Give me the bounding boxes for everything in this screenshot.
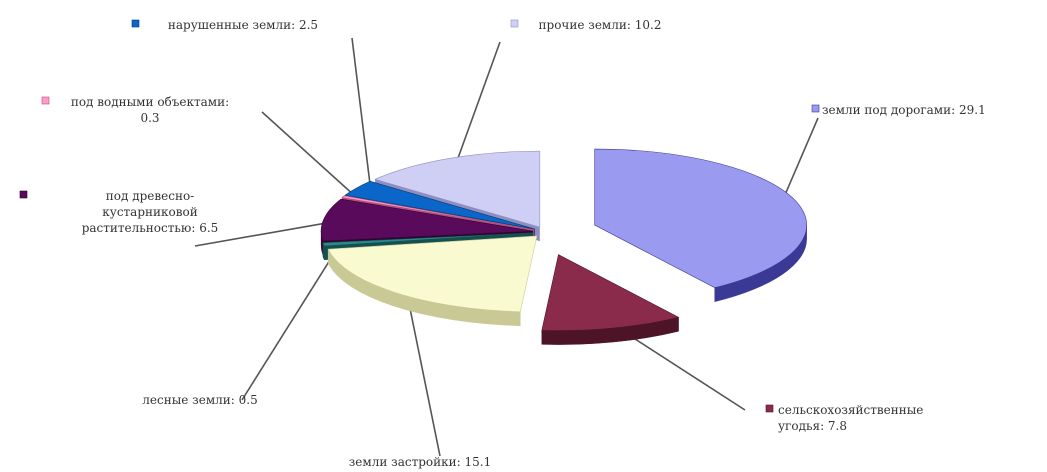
leader-line-0 <box>780 117 819 205</box>
legend-marker-1 <box>765 404 774 413</box>
leader-line-7 <box>455 41 501 165</box>
slice-label-0: земли под дорогами: 29.1 <box>822 103 986 117</box>
leader-line-4 <box>194 219 341 247</box>
slice-4 <box>320 198 534 242</box>
slice-1 <box>541 254 680 331</box>
leader-line-2 <box>405 287 441 457</box>
leader-line-3 <box>241 243 342 401</box>
legend-marker-4 <box>19 190 28 199</box>
slice-label-5: под водными объектами: 0.3 <box>71 95 229 125</box>
slice-label-1: сельскохозяйственные угодья: 7.8 <box>778 403 923 433</box>
slice-6 <box>344 180 535 230</box>
legend-marker-6 <box>131 19 140 28</box>
pie-slices <box>320 148 807 345</box>
leader-lines <box>194 37 819 457</box>
slice-labels: земли под дорогами: 29.1 сельскохозяйстве… <box>19 18 986 469</box>
slice-label-4: под древесно-кустарниковой растительность… <box>82 189 219 235</box>
slice-label-6: нарушенные земли: 2.5 <box>168 18 318 32</box>
leader-line-6 <box>351 37 372 192</box>
legend-marker-0 <box>811 104 820 113</box>
slice-label-3: лесные земли: 0.5 <box>142 393 257 407</box>
leader-line-5 <box>261 111 360 200</box>
slice-label-2: земли застройки: 15.1 <box>349 455 491 469</box>
slice-0 <box>594 148 807 289</box>
slice-5 <box>341 195 535 230</box>
slice-label-7: прочие земли: 10.2 <box>539 18 662 32</box>
legend-marker-5 <box>41 96 50 105</box>
slice-7 <box>374 150 541 228</box>
slice-2 <box>327 235 538 313</box>
legend-marker-7 <box>510 19 519 28</box>
slice-3 <box>322 232 534 247</box>
